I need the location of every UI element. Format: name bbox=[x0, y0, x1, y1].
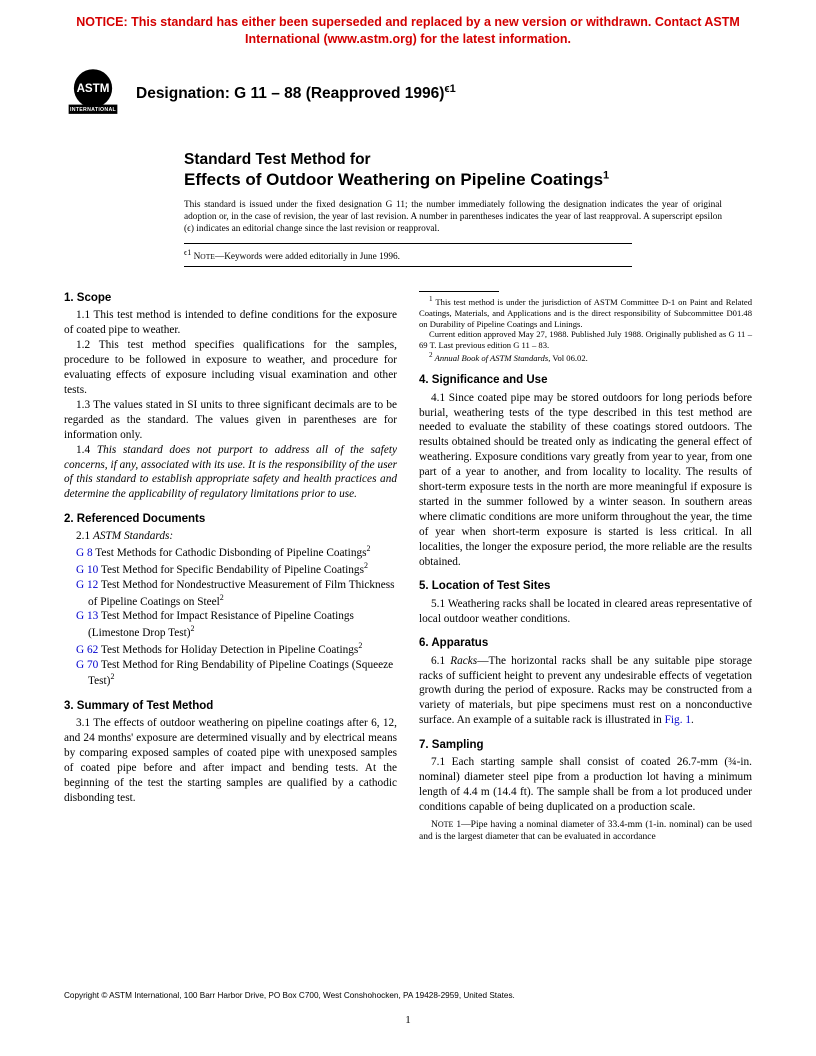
page-content: ASTM INTERNATIONAL Designation: G 11 – 8… bbox=[0, 64, 816, 844]
footnote-block: 1 This test method is under the jurisdic… bbox=[419, 291, 752, 363]
astm-logo: ASTM INTERNATIONAL bbox=[64, 64, 122, 122]
svg-text:INTERNATIONAL: INTERNATIONAL bbox=[70, 107, 117, 113]
svg-text:ASTM: ASTM bbox=[77, 82, 110, 95]
footnote-1: 1 This test method is under the jurisdic… bbox=[419, 295, 752, 329]
designation-text: Designation: G 11 – 88 (Reapproved 1996) bbox=[136, 85, 444, 102]
para-1-2: 1.2 This test method specifies qualifica… bbox=[64, 338, 397, 398]
section-7-head: 7. Sampling bbox=[419, 738, 752, 753]
para-2-1: 2.1 ASTM Standards: bbox=[64, 529, 397, 544]
footnote-rule bbox=[419, 291, 499, 292]
copyright: Copyright © ASTM International, 100 Barr… bbox=[64, 991, 515, 1000]
ref-g70: G 70 Test Method for Ring Bendability of… bbox=[64, 658, 397, 690]
header: ASTM INTERNATIONAL Designation: G 11 – 8… bbox=[64, 64, 752, 122]
title-pre: Standard Test Method for bbox=[184, 150, 752, 169]
body-columns: 1. Scope 1.1 This test method is intende… bbox=[64, 291, 752, 844]
title-block: Standard Test Method for Effects of Outd… bbox=[184, 150, 752, 191]
para-1-1: 1.1 This test method is intended to defi… bbox=[64, 308, 397, 338]
designation-epsilon: ϵ1 bbox=[444, 83, 455, 95]
para-1-3: 1.3 The values stated in SI units to thr… bbox=[64, 398, 397, 443]
section-3-head: 3. Summary of Test Method bbox=[64, 699, 397, 714]
section-2-head: 2. Referenced Documents bbox=[64, 512, 397, 527]
para-4-1: 4.1 Since coated pipe may be stored outd… bbox=[419, 391, 752, 570]
footnote-2: 2 Annual Book of ASTM Standards, Vol 06.… bbox=[419, 351, 752, 364]
ref-g8: G 8 Test Methods for Cathodic Disbonding… bbox=[64, 544, 397, 561]
para-7-1: 7.1 Each starting sample shall consist o… bbox=[419, 755, 752, 815]
ref-g13: G 13 Test Method for Impact Resistance o… bbox=[64, 609, 397, 641]
section-6-head: 6. Apparatus bbox=[419, 636, 752, 651]
note-1: NOTE 1—Pipe having a nominal diameter of… bbox=[419, 819, 752, 844]
footnote-1b: Current edition approved May 27, 1988. P… bbox=[419, 329, 752, 350]
para-1-4: 1.4 1.4 This standard does not purport t… bbox=[64, 443, 397, 503]
epsilon-note-block: ϵ1 NOTE—Keywords were added editorially … bbox=[184, 243, 632, 267]
para-6-1: 6.1 Racks—The horizontal racks shall be … bbox=[419, 654, 752, 729]
para-3-1: 3.1 The effects of outdoor weathering on… bbox=[64, 716, 397, 805]
para-5-1: 5.1 Weathering racks shall be located in… bbox=[419, 597, 752, 627]
eps-note-word: NOTE bbox=[194, 252, 215, 262]
issuance-note: This standard is issued under the fixed … bbox=[184, 200, 722, 235]
ref-g10: G 10 Test Method for Specific Bendabilit… bbox=[64, 561, 397, 578]
title-main: Effects of Outdoor Weathering on Pipelin… bbox=[184, 169, 752, 190]
eps-note-text: —Keywords were added editorially in June… bbox=[215, 252, 400, 262]
title-sup: 1 bbox=[603, 169, 609, 181]
eps-label: ϵ1 bbox=[184, 248, 191, 257]
title-main-text: Effects of Outdoor Weathering on Pipelin… bbox=[184, 170, 603, 189]
notice-banner: NOTICE: This standard has either been su… bbox=[0, 0, 816, 58]
epsilon-note: ϵ1 NOTE—Keywords were added editorially … bbox=[184, 248, 632, 262]
section-4-head: 4. Significance and Use bbox=[419, 373, 752, 388]
page-number: 1 bbox=[0, 1014, 816, 1026]
ref-g12: G 12 Test Method for Nondestructive Meas… bbox=[64, 578, 397, 610]
section-5-head: 5. Location of Test Sites bbox=[419, 579, 752, 594]
ref-g62: G 62 Test Methods for Holiday Detection … bbox=[64, 641, 397, 658]
section-1-head: 1. Scope bbox=[64, 291, 397, 306]
designation: Designation: G 11 – 88 (Reapproved 1996)… bbox=[136, 83, 456, 103]
